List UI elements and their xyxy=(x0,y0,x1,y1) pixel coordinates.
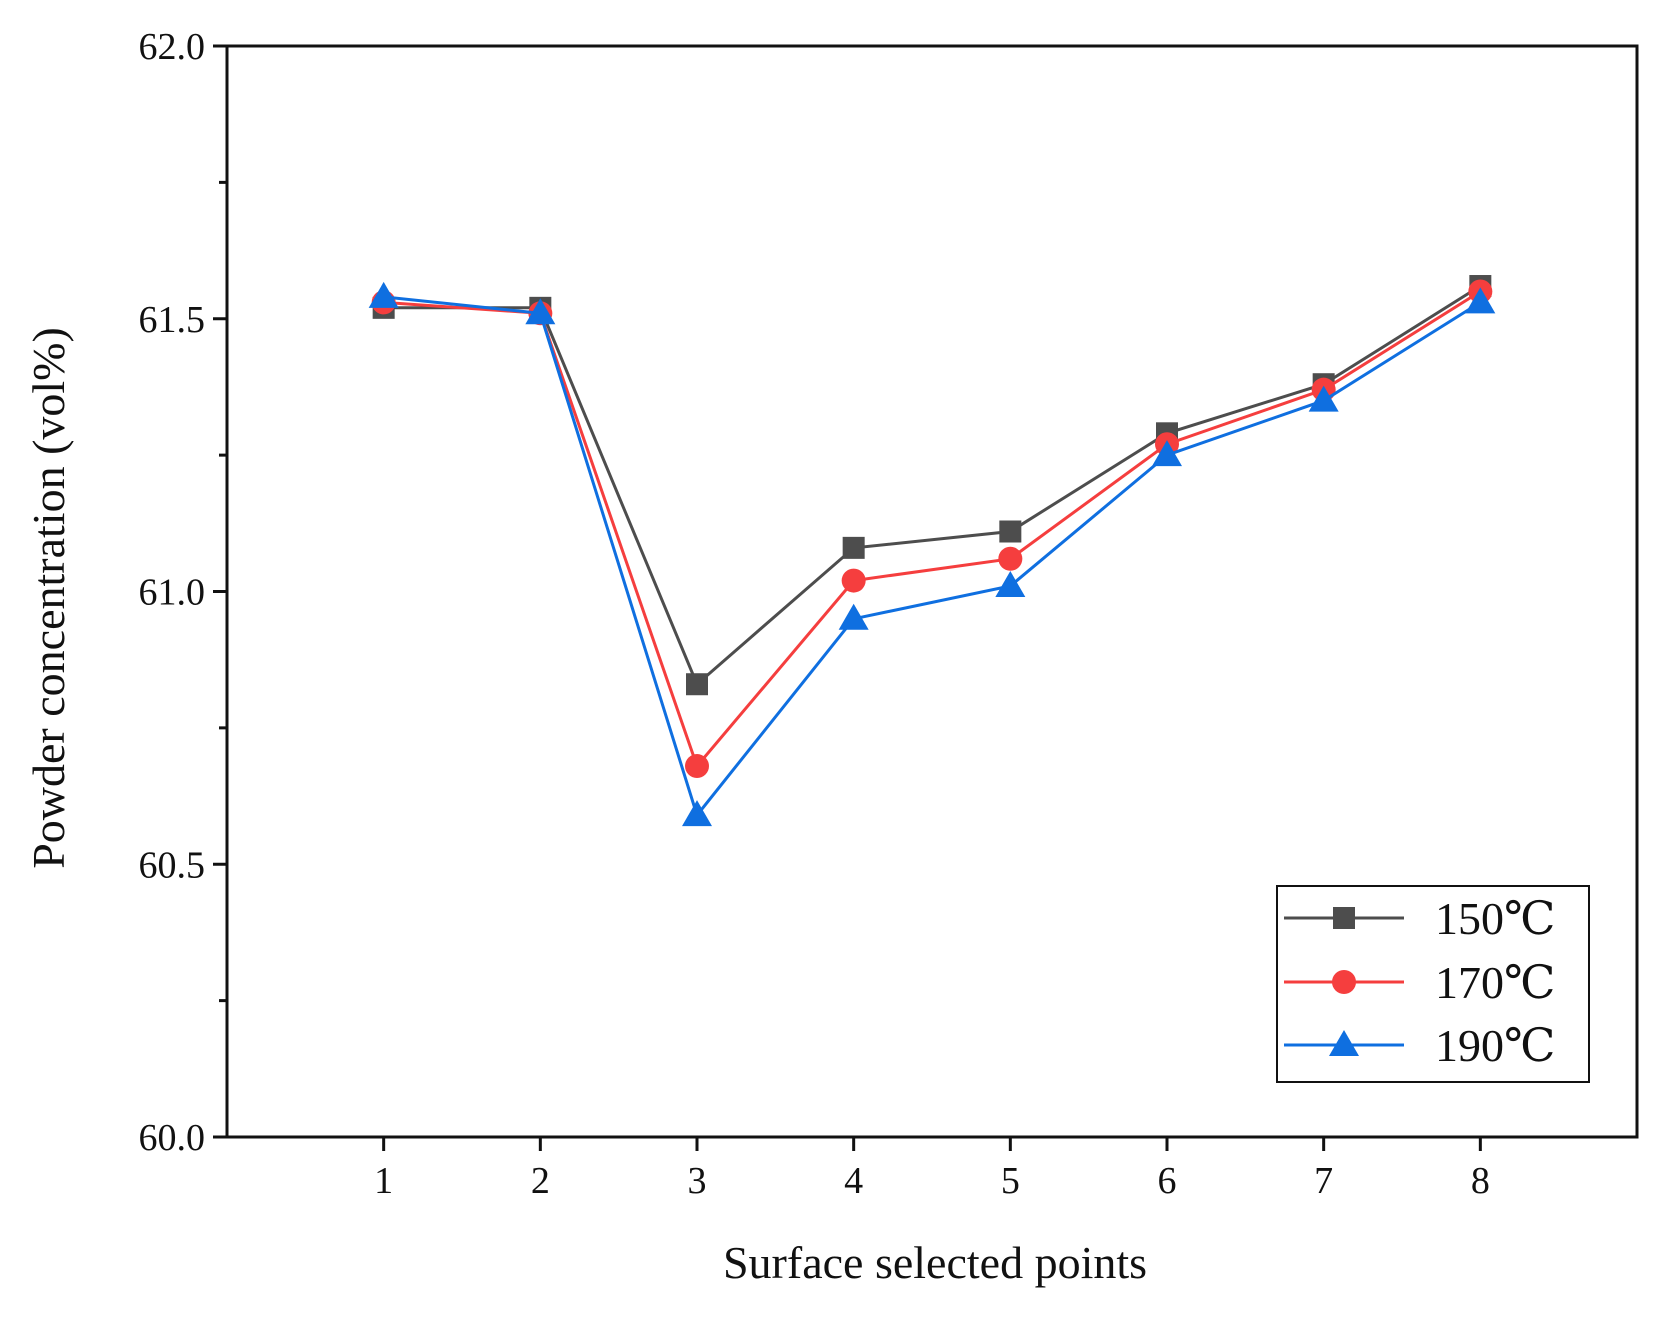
series-line xyxy=(383,284,1482,687)
x-tick-label: 3 xyxy=(688,1160,707,1202)
data-point xyxy=(841,568,866,593)
y-tick-label: 60.0 xyxy=(139,1117,206,1159)
legend-marker xyxy=(1333,907,1355,929)
y-axis-title: Powder concentration (vol%) xyxy=(23,327,74,869)
data-point xyxy=(1152,440,1182,467)
series-layer xyxy=(368,275,1496,827)
data-point xyxy=(1308,385,1339,412)
data-point xyxy=(368,281,399,308)
data-point xyxy=(685,754,709,779)
data-point xyxy=(842,536,865,559)
x-tick-label: 1 xyxy=(374,1160,393,1202)
series-line xyxy=(383,295,1482,819)
series-circle xyxy=(371,279,1493,779)
legend-label: 190℃ xyxy=(1435,1020,1555,1071)
x-tick-label: 8 xyxy=(1471,1160,1490,1202)
y-tick-label: 61.5 xyxy=(139,299,206,341)
legend-marker xyxy=(1332,970,1356,994)
data-point xyxy=(998,546,1023,571)
y-tick-label: 60.5 xyxy=(139,844,206,886)
series-square xyxy=(372,275,1492,696)
data-point xyxy=(1465,287,1496,314)
series-triangle xyxy=(368,281,1496,827)
data-point xyxy=(838,603,869,630)
x-tick-label: 4 xyxy=(844,1160,863,1202)
x-tick-label: 7 xyxy=(1314,1160,1333,1202)
legend-label: 150℃ xyxy=(1435,893,1555,944)
data-point xyxy=(995,571,1026,598)
series-line xyxy=(383,290,1482,770)
data-point xyxy=(682,800,712,827)
x-tick-label: 6 xyxy=(1158,1160,1177,1202)
data-point xyxy=(686,673,708,696)
axes: 60.0 60.5 61.0 61.5 62.0 1 2 3 4 5 6 7 8 xyxy=(139,26,1639,1202)
legend: 150℃ 170℃ 190℃ xyxy=(1276,885,1590,1083)
data-point xyxy=(525,298,556,325)
x-tick-label: 2 xyxy=(531,1160,550,1202)
legend-label: 170℃ xyxy=(1435,957,1555,1008)
x-axis-title: Surface selected points xyxy=(723,1237,1147,1288)
y-tick-label: 62.0 xyxy=(139,26,206,68)
data-point xyxy=(999,520,1022,543)
x-tick-label: 5 xyxy=(1001,1160,1020,1202)
legend-box xyxy=(1276,885,1590,1083)
y-tick-label: 61.0 xyxy=(139,572,206,614)
legend-marker xyxy=(1329,1030,1359,1056)
